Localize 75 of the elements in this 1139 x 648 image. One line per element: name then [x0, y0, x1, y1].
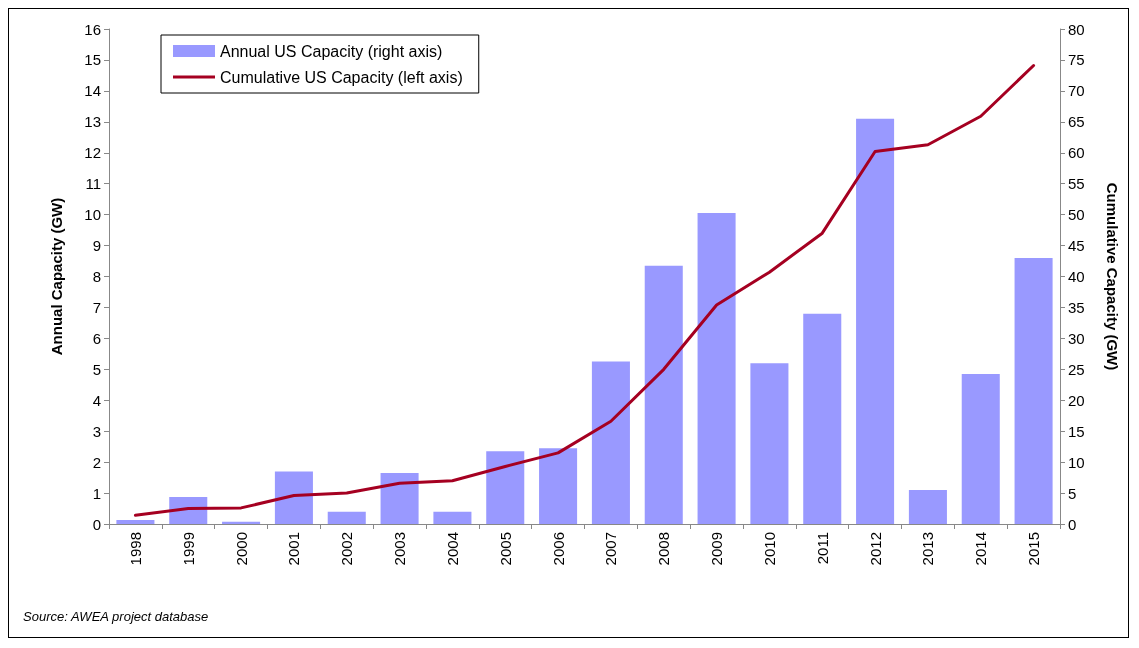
x-tick-label: 2013: [919, 532, 937, 566]
bar: [908, 489, 947, 524]
y2-tick-label: 40: [1068, 268, 1085, 285]
y-tick-label: 11: [85, 175, 101, 193]
y2-tick-label: 35: [1068, 298, 1085, 316]
x-tick-label: 2011: [813, 532, 831, 565]
y2-tick-label: 20: [1068, 391, 1085, 409]
bar: [274, 471, 313, 524]
y-tick-label: 0: [92, 515, 101, 533]
y-tick-label: 13: [84, 113, 101, 131]
y2-tick-label: 5: [1068, 484, 1077, 502]
bar: [591, 361, 630, 524]
y-tick-label: 9: [92, 237, 101, 255]
bar: [539, 448, 578, 524]
y2-tick-label: 60: [1068, 144, 1085, 162]
x-tick-label: 2015: [1025, 532, 1043, 566]
bar: [327, 511, 366, 524]
x-tick-label: 2005: [496, 532, 514, 566]
x-tick-label: 2008: [655, 532, 673, 566]
x-tick-label: 2004: [443, 532, 461, 566]
y-axis-title: Annual Capacity (GW): [48, 197, 65, 356]
y2-axis-title: Cumulative Capacity (GW): [1104, 182, 1121, 371]
bar: [856, 118, 895, 524]
y-tick-label: 1: [92, 484, 101, 502]
bar: [222, 521, 261, 524]
y2-tick-label: 10: [1068, 453, 1085, 471]
y2-tick-label: 80: [1068, 20, 1085, 38]
y2-tick-label: 0: [1068, 515, 1077, 533]
x-tick-label: 1999: [179, 532, 197, 566]
bar: [697, 213, 736, 524]
y2-tick-label: 50: [1068, 206, 1085, 224]
legend-label: Cumulative US Capacity (left axis): [220, 68, 463, 86]
y-tick-label: 7: [92, 298, 101, 316]
x-tick-label: 2000: [232, 532, 250, 566]
y2-tick-label: 30: [1068, 329, 1085, 347]
y2-tick-label: 15: [1068, 422, 1085, 440]
bar: [116, 519, 155, 524]
x-tick-label: 2009: [708, 532, 726, 566]
x-tick-label: 2012: [866, 532, 884, 566]
bar: [486, 451, 525, 524]
y-tick-label: 12: [84, 144, 101, 162]
legend-label: Annual US Capacity (right axis): [220, 42, 443, 60]
y2-tick-label: 45: [1068, 237, 1085, 255]
bar: [750, 363, 789, 524]
x-tick-label: 2002: [338, 532, 356, 566]
line-series: [133, 64, 1036, 517]
y-tick-label: 8: [92, 268, 101, 285]
y-tick-label: 3: [92, 422, 101, 440]
x-tick-label: 2006: [549, 532, 567, 566]
source-note: Source: AWEA project database: [23, 609, 209, 624]
bar: [380, 472, 419, 524]
y2-tick-label: 25: [1068, 360, 1085, 378]
x-tick-label: 2010: [760, 532, 778, 566]
bar: [433, 511, 472, 524]
bar: [961, 373, 1000, 524]
y-tick-label: 15: [84, 51, 101, 69]
x-tick-label: 2003: [391, 532, 409, 566]
x-tick-label: 2007: [602, 532, 620, 566]
y2-tick-label: 75: [1068, 51, 1085, 69]
bar: [644, 265, 683, 524]
x-tick-label: 2001: [285, 532, 303, 566]
y-tick-label: 14: [84, 82, 101, 100]
y2-tick-label: 65: [1068, 113, 1085, 131]
bar: [1014, 257, 1053, 524]
y-tick-label: 5: [92, 360, 101, 378]
y-tick-label: 16: [84, 20, 101, 38]
y2-tick-label: 55: [1068, 175, 1085, 193]
y-tick-label: 4: [92, 391, 101, 409]
x-tick-label: 1998: [126, 532, 144, 566]
y-tick-label: 2: [92, 453, 101, 471]
x-tick-label: 2014: [972, 532, 990, 566]
y-tick-label: 10: [84, 206, 101, 224]
y-tick-label: 6: [92, 329, 101, 347]
bar: [803, 313, 842, 524]
y2-tick-label: 70: [1068, 82, 1085, 100]
